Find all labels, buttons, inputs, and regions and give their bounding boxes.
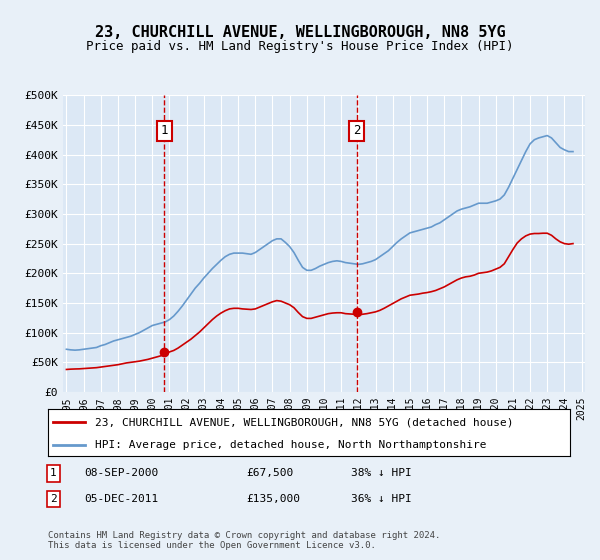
Text: Contains HM Land Registry data © Crown copyright and database right 2024.
This d: Contains HM Land Registry data © Crown c… bbox=[48, 531, 440, 550]
Text: 36% ↓ HPI: 36% ↓ HPI bbox=[351, 494, 412, 504]
Text: £67,500: £67,500 bbox=[247, 468, 293, 478]
Text: £135,000: £135,000 bbox=[247, 494, 301, 504]
Text: HPI: Average price, detached house, North Northamptonshire: HPI: Average price, detached house, Nort… bbox=[95, 440, 487, 450]
Text: 23, CHURCHILL AVENUE, WELLINGBOROUGH, NN8 5YG: 23, CHURCHILL AVENUE, WELLINGBOROUGH, NN… bbox=[95, 25, 505, 40]
Text: 38% ↓ HPI: 38% ↓ HPI bbox=[351, 468, 412, 478]
Text: 23, CHURCHILL AVENUE, WELLINGBOROUGH, NN8 5YG (detached house): 23, CHURCHILL AVENUE, WELLINGBOROUGH, NN… bbox=[95, 417, 514, 427]
Text: 05-DEC-2011: 05-DEC-2011 bbox=[85, 494, 159, 504]
Text: 1: 1 bbox=[161, 124, 168, 137]
Text: 2: 2 bbox=[50, 494, 56, 504]
Text: 2: 2 bbox=[353, 124, 361, 137]
Text: 1: 1 bbox=[50, 468, 56, 478]
Text: 08-SEP-2000: 08-SEP-2000 bbox=[85, 468, 159, 478]
Text: Price paid vs. HM Land Registry's House Price Index (HPI): Price paid vs. HM Land Registry's House … bbox=[86, 40, 514, 53]
